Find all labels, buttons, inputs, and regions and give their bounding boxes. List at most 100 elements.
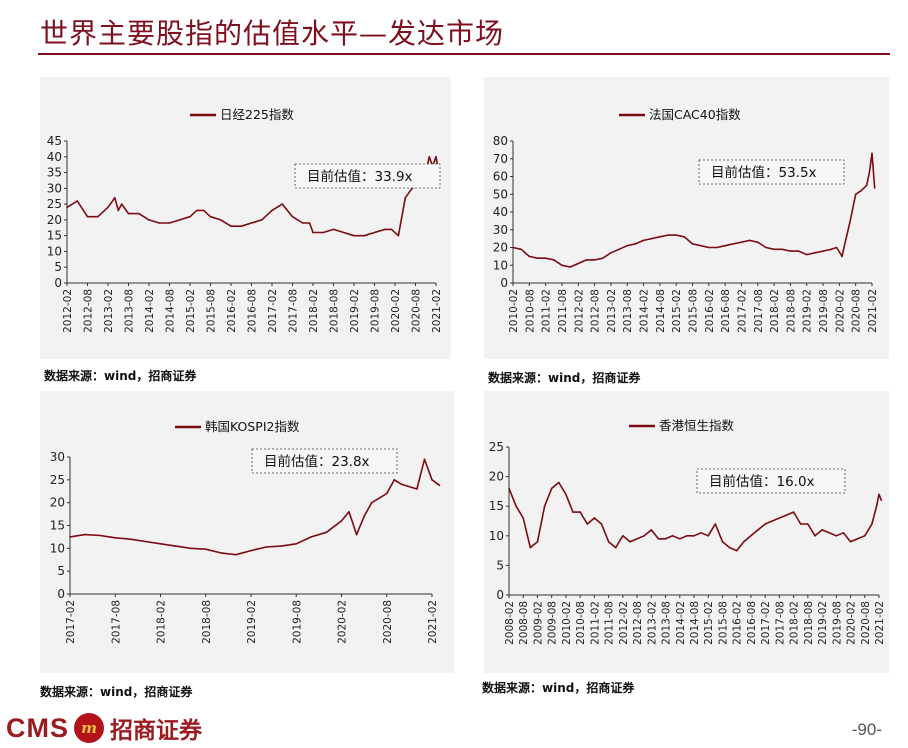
data-point: [629, 540, 631, 543]
data-point: [84, 533, 86, 536]
x-tick-label: 2012-08: [590, 289, 602, 333]
x-tick-label: 2015-02: [703, 601, 715, 645]
data-point: [348, 511, 350, 513]
data-point: [807, 523, 809, 525]
data-point: [579, 511, 581, 513]
data-point: [363, 515, 365, 518]
data-point: [295, 543, 298, 545]
annotation-label: 目前估值：33.9x: [307, 168, 413, 185]
data-point: [842, 532, 845, 534]
x-tick-label: 2010-02: [561, 601, 573, 645]
y-tick-label: 30: [47, 181, 62, 195]
y-tick-label: 35: [47, 166, 62, 180]
x-tick-label: 2014-02: [639, 289, 651, 333]
y-tick-label: 20: [50, 496, 65, 510]
data-point: [868, 172, 871, 174]
data-point: [401, 483, 403, 486]
x-tick-label: 2018-08: [803, 601, 815, 645]
data-point: [740, 241, 743, 243]
data-point: [716, 246, 718, 249]
data-point: [174, 545, 177, 547]
data-point: [572, 511, 574, 513]
data-point: [209, 215, 212, 218]
x-tick-label: 2019-08: [831, 601, 843, 645]
annotation-box: [251, 448, 398, 474]
data-point: [614, 546, 617, 549]
x-tick-label: 2020-08: [382, 600, 394, 644]
data-point: [280, 545, 282, 547]
data-point: [865, 184, 868, 187]
data-point: [390, 228, 393, 231]
y-tick-label: 20: [47, 213, 62, 227]
data-point: [370, 501, 373, 504]
data-point: [205, 548, 207, 550]
x-tick-label: 2012-08: [83, 289, 95, 333]
annotation-label: 目前估值：23.8x: [264, 453, 370, 470]
data-point: [771, 520, 774, 522]
data-point: [76, 200, 79, 202]
x-tick-label: 2018-02: [156, 600, 168, 644]
annotation-label: 目前估值：16.0x: [709, 473, 815, 490]
chart-panel-nikkei: 0 5 10 15 20 25 30 35 40 45 2012-02 2012-08 2013-02 2…: [40, 77, 451, 359]
x-tick-label: 2021-02: [427, 600, 439, 644]
data-point: [875, 505, 878, 507]
data-point: [553, 259, 555, 261]
data-point: [643, 535, 645, 537]
data-point: [618, 248, 620, 251]
data-point: [250, 222, 253, 224]
data-point: [148, 219, 150, 221]
x-tick-label: 2014-02: [675, 601, 687, 645]
x-tick-label: 2020-08: [860, 601, 872, 645]
y-tick-label: 25: [50, 473, 65, 487]
data-point: [659, 236, 661, 238]
legend-label: 香港恒生指数: [659, 418, 735, 433]
x-tick-label: 2018-02: [769, 289, 781, 333]
data-point: [428, 156, 431, 158]
x-tick-label: 2009-02: [532, 601, 544, 645]
data-point: [536, 257, 539, 259]
x-tick-label: 2017-02: [736, 289, 748, 333]
y-tick-label: 40: [493, 205, 508, 219]
data-point: [281, 203, 284, 205]
x-tick-label: 2011-08: [604, 601, 616, 645]
data-point: [699, 244, 702, 247]
data-point: [607, 540, 610, 543]
x-tick-label: 2020-08: [851, 289, 863, 333]
data-point: [86, 215, 89, 218]
source-note-nikkei: 数据来源：wind，招商证券: [44, 369, 197, 383]
x-tick-label: 2015-08: [206, 289, 218, 333]
data-point: [569, 266, 571, 268]
data-point: [308, 222, 311, 224]
y-tick-label: 40: [47, 150, 62, 164]
data-point: [520, 248, 522, 251]
data-point: [871, 152, 873, 155]
data-point: [69, 536, 71, 538]
chart-panel-hangseng: 0 5 10 15 20 25 2008-02 2008-08 2009-02 2009-08 20…: [484, 391, 889, 673]
x-tick-label: 2017-08: [753, 289, 765, 333]
data-point: [117, 209, 120, 212]
data-point: [642, 239, 645, 242]
data-point: [586, 523, 589, 525]
data-point: [158, 222, 161, 224]
legend-label: 日经225指数: [220, 107, 294, 122]
source-note-hangseng: 数据来源：wind，招商证券: [482, 681, 635, 695]
annotation-label: 目前估值：53.5x: [711, 164, 817, 181]
x-tick-label: 2021-02: [874, 601, 886, 645]
data-point: [138, 212, 140, 215]
x-tick-label: 2019-02: [349, 289, 361, 333]
x-tick-label: 2009-08: [547, 601, 559, 645]
x-tick-label: 2013-02: [606, 289, 618, 333]
page-number: -90-: [851, 720, 882, 739]
x-tick-label: 2008-02: [504, 601, 516, 645]
x-tick-label: 2013-08: [661, 601, 673, 645]
data-point: [120, 203, 123, 205]
data-point: [835, 246, 838, 249]
data-point: [708, 246, 710, 249]
x-tick-label: 2014-08: [165, 289, 177, 333]
data-point: [657, 538, 660, 540]
x-tick-label: 2020-02: [337, 600, 349, 644]
data-point: [343, 231, 345, 234]
annotation-box: [696, 468, 846, 494]
y-tick-label: 70: [493, 152, 508, 166]
data-point: [261, 219, 263, 221]
